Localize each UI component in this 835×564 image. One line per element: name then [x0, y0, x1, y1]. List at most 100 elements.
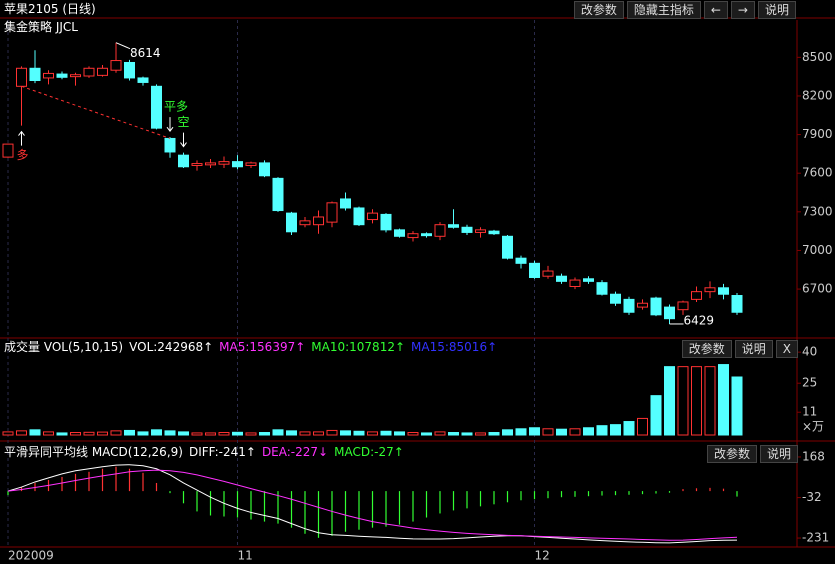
button[interactable]: 改参数	[573, 1, 624, 19]
volume-bar	[475, 432, 486, 436]
signal-arrow	[180, 132, 187, 148]
volume-bar	[299, 431, 311, 436]
y-tick-label: 7300	[802, 204, 833, 218]
candle-body	[326, 202, 338, 223]
y-tick-label: 8500	[802, 50, 833, 64]
indicator: MA5:156397↑	[219, 340, 306, 354]
candle-body	[556, 275, 567, 282]
volume-bar	[502, 429, 513, 436]
button[interactable]: 隐藏主指标	[626, 1, 701, 19]
volume-bar	[691, 366, 702, 436]
volume-bar	[16, 430, 27, 436]
low-label: 6429	[684, 313, 715, 327]
candle-body	[488, 230, 500, 235]
panel-title: 平滑异同平均线 MACD(12,26,9)	[4, 445, 183, 459]
volume-bar	[380, 430, 392, 436]
candle-body	[124, 61, 135, 79]
candle-body	[272, 177, 284, 212]
volume-bar	[394, 431, 405, 436]
volume-bar	[529, 427, 540, 436]
trend-line	[21, 85, 171, 139]
volume-buttons: 改参数 说明 X	[681, 340, 798, 358]
candle-body	[421, 233, 432, 237]
candle-body	[569, 279, 581, 288]
candle-body	[664, 306, 675, 320]
high-pointer	[115, 42, 131, 50]
candle-body	[191, 163, 203, 166]
button[interactable]: 改参数	[706, 445, 757, 463]
y-tick-label: 8200	[802, 88, 833, 102]
volume-bar	[461, 432, 473, 436]
y-tick-label: 7000	[802, 243, 833, 257]
candle-body	[29, 67, 41, 82]
button[interactable]: ←	[703, 1, 728, 19]
volume-bar	[2, 431, 14, 436]
strategy-row: 集金策略 JJCL	[4, 19, 78, 35]
volume-bar	[178, 431, 189, 436]
volume-bar	[313, 431, 324, 436]
candle-body	[704, 287, 716, 293]
volume-bar	[205, 432, 216, 436]
candle-body	[43, 72, 54, 79]
candle-body	[313, 216, 324, 226]
candle-body	[178, 154, 189, 168]
button[interactable]: 说明	[757, 1, 796, 19]
candle-body	[515, 257, 527, 264]
candle-body	[299, 220, 311, 226]
volume-bar	[164, 430, 176, 436]
button[interactable]: 改参数	[681, 340, 732, 358]
candle-body	[596, 282, 608, 295]
signal-label: 多	[17, 148, 29, 162]
volume-bar	[704, 366, 716, 436]
volume-bar	[218, 432, 230, 436]
candle-body	[353, 207, 365, 226]
candle-body	[151, 85, 162, 129]
signal-label: 平多	[164, 100, 188, 114]
candle-body	[610, 293, 621, 304]
volume-bar	[650, 395, 662, 436]
candle-body	[97, 67, 108, 76]
candle-body	[218, 161, 230, 165]
y-tick-label: 7900	[802, 127, 833, 141]
volume-bar	[731, 376, 743, 436]
volume-bar	[583, 427, 594, 436]
y-tick-label: 7600	[802, 166, 833, 180]
macd-line	[7, 464, 738, 544]
candle-body	[83, 67, 95, 77]
signal-arrow	[18, 130, 25, 146]
candle-body	[542, 270, 554, 277]
candle-body	[70, 74, 81, 78]
volume-bar	[124, 429, 135, 436]
x-tick-label: 11	[238, 549, 253, 563]
button[interactable]: →	[730, 1, 755, 19]
high-label: 8614	[130, 46, 161, 60]
volume-bar	[29, 429, 41, 436]
candle-body	[164, 137, 176, 153]
volume-bar	[664, 366, 675, 436]
candle-body	[677, 301, 689, 311]
signal-arrow	[166, 117, 174, 132]
button[interactable]: X	[775, 340, 798, 358]
button[interactable]: 说明	[759, 445, 798, 463]
volume-bar	[515, 428, 527, 436]
button[interactable]: 说明	[734, 340, 773, 358]
candle-body	[461, 226, 473, 233]
indicator: DEA:-227↓	[261, 445, 329, 459]
volume-bar	[97, 431, 108, 436]
candle-body	[650, 297, 662, 316]
candle-body	[16, 67, 27, 87]
volume-bar	[367, 431, 378, 436]
candle-body	[137, 77, 149, 83]
volume-bar	[596, 425, 608, 436]
indicator: VOL:242968↑	[129, 340, 214, 354]
strategy-name: 集金策略 JJCL	[4, 20, 78, 34]
candle-body	[448, 224, 459, 228]
volume-bar	[569, 428, 581, 436]
volume-bar	[286, 430, 297, 436]
volume-bar	[677, 366, 689, 436]
candle-body	[475, 229, 486, 233]
x-tick-label: 12	[535, 549, 550, 563]
candle-body	[623, 298, 635, 313]
macd-buttons: 改参数 说明	[706, 445, 798, 463]
